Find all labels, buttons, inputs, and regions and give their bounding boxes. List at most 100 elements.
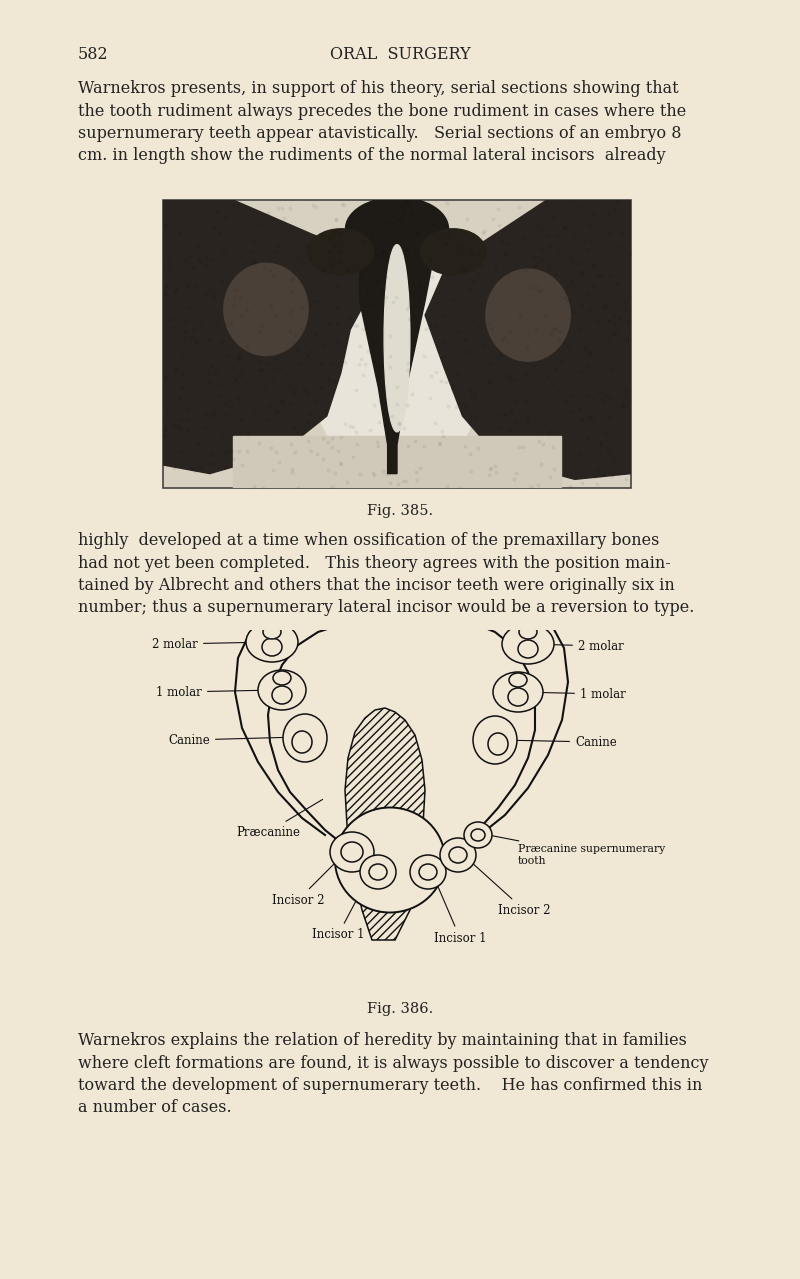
Point — [187, 320, 200, 340]
Point — [330, 210, 342, 230]
Point — [232, 348, 245, 368]
Text: number; thus a supernumerary lateral incisor would be a reversion to type.: number; thus a supernumerary lateral inc… — [78, 600, 694, 616]
Ellipse shape — [272, 686, 292, 703]
Point — [544, 421, 557, 441]
Point — [574, 294, 587, 315]
Point — [598, 391, 610, 412]
Point — [498, 326, 511, 347]
Point — [180, 275, 193, 295]
Point — [599, 295, 612, 316]
Point — [402, 308, 415, 329]
Point — [409, 247, 422, 267]
Point — [208, 217, 221, 238]
Point — [519, 260, 532, 280]
Text: highly  developed at a time when ossification of the premaxillary bones: highly developed at a time when ossifica… — [78, 532, 659, 549]
Point — [282, 376, 295, 396]
Point — [368, 464, 381, 485]
Point — [199, 255, 212, 275]
Point — [464, 462, 477, 482]
Point — [294, 354, 306, 375]
Ellipse shape — [283, 714, 327, 762]
Point — [308, 290, 321, 311]
Point — [297, 379, 310, 399]
Point — [332, 330, 345, 350]
Point — [182, 400, 194, 421]
Point — [412, 289, 425, 310]
Point — [619, 468, 632, 489]
Point — [215, 333, 228, 353]
Ellipse shape — [508, 688, 528, 706]
Point — [367, 394, 380, 414]
Point — [236, 454, 249, 475]
Point — [334, 427, 347, 448]
Point — [580, 428, 593, 449]
Ellipse shape — [246, 622, 298, 663]
Point — [403, 295, 416, 316]
Point — [396, 471, 409, 491]
Point — [258, 257, 271, 278]
Point — [168, 281, 181, 302]
Point — [221, 441, 234, 462]
Point — [218, 457, 231, 477]
Point — [485, 458, 498, 478]
Point — [371, 271, 384, 292]
Point — [576, 409, 589, 430]
Point — [550, 225, 563, 246]
Point — [214, 271, 227, 292]
Point — [610, 272, 623, 293]
Point — [398, 417, 410, 437]
Point — [454, 477, 466, 498]
Point — [182, 278, 194, 298]
Point — [426, 214, 438, 234]
Point — [562, 336, 574, 357]
Point — [301, 431, 314, 451]
Point — [249, 252, 262, 272]
Point — [597, 464, 610, 485]
Point — [534, 454, 547, 475]
Point — [234, 409, 247, 430]
Point — [208, 402, 221, 422]
Point — [552, 329, 565, 349]
Point — [381, 464, 394, 485]
Point — [524, 278, 537, 298]
Point — [458, 396, 471, 417]
Point — [166, 317, 179, 338]
Point — [330, 313, 343, 334]
Point — [189, 460, 202, 481]
Point — [530, 320, 542, 340]
Point — [402, 436, 414, 457]
Point — [616, 221, 629, 242]
Point — [301, 345, 314, 366]
Point — [490, 257, 502, 278]
Point — [324, 228, 337, 248]
Point — [507, 368, 520, 389]
Point — [362, 297, 374, 317]
Point — [435, 421, 448, 441]
Point — [483, 372, 496, 393]
Point — [266, 460, 279, 481]
Point — [495, 329, 508, 349]
Point — [207, 405, 220, 426]
Point — [604, 441, 617, 462]
Point — [218, 444, 230, 464]
Point — [583, 299, 596, 320]
Point — [573, 444, 586, 464]
Point — [530, 255, 543, 275]
Point — [549, 359, 562, 380]
Point — [334, 453, 347, 473]
Point — [472, 263, 485, 284]
Point — [596, 265, 609, 285]
Point — [372, 230, 385, 251]
Point — [302, 412, 314, 432]
Point — [161, 276, 174, 297]
Point — [375, 356, 388, 376]
Point — [226, 357, 238, 377]
Point — [624, 243, 637, 263]
Point — [620, 301, 633, 321]
Point — [266, 208, 279, 229]
Point — [584, 343, 597, 363]
Point — [566, 252, 579, 272]
Point — [499, 404, 512, 425]
Point — [226, 294, 239, 315]
Point — [402, 352, 414, 372]
